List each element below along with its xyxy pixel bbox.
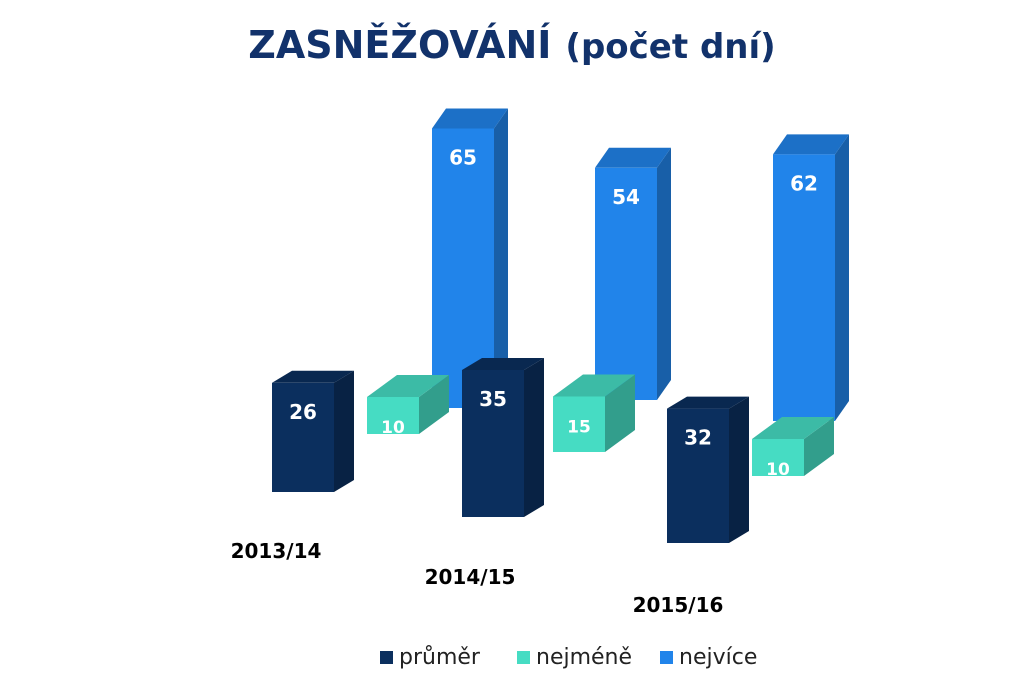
bars-group: 65 54 62 10 15 10 26 35 32 (272, 108, 849, 543)
legend-label: nejvíce (679, 645, 757, 670)
bar-nejvíce-2014/15: 54 (595, 147, 671, 400)
bar-nejméně-2013/14: 10 (367, 375, 449, 438)
bar-top (667, 396, 749, 409)
bar-top (752, 417, 834, 439)
data-label: 10 (381, 418, 405, 438)
bar-front (367, 397, 419, 434)
data-label: 15 (567, 418, 591, 438)
category-labels: 2013/14 2014/15 2015/16 (231, 539, 724, 617)
legend-item-nejméně: nejméně (517, 645, 632, 670)
chart-subtitle: (počet dní) (565, 27, 775, 67)
bar-front (272, 382, 334, 492)
legend-label: průměr (399, 645, 481, 670)
bar-průměr-2013/14: 26 (272, 370, 354, 492)
bar-front (667, 408, 729, 543)
bar-top (432, 108, 508, 129)
data-label: 26 (289, 400, 317, 424)
bar-front (553, 396, 605, 452)
bar-side (524, 358, 544, 517)
bar-top (462, 358, 544, 370)
data-label: 54 (612, 185, 640, 209)
bar-top (272, 370, 354, 383)
legend-item-nejvíce: nejvíce (660, 645, 757, 670)
bar-nejméně-2014/15: 15 (553, 374, 635, 452)
bar-top (553, 374, 635, 397)
bar-průměr-2015/16: 32 (667, 396, 749, 543)
bar-top (595, 147, 671, 168)
bar-front (595, 167, 657, 400)
bar-front (462, 370, 524, 517)
bar-front (752, 439, 804, 476)
legend: průměr nejméně nejvíce (380, 645, 757, 670)
bar-nejméně-2015/16: 10 (752, 417, 834, 480)
legend-item-průměr: průměr (380, 645, 481, 670)
bar-side (334, 370, 354, 492)
chart-title: ZASNĚŽOVÁNÍ (počet dní) (248, 23, 775, 67)
data-label: 35 (479, 387, 507, 411)
category-label: 2014/15 (425, 565, 516, 589)
bar-top (367, 375, 449, 397)
category-label: 2015/16 (633, 593, 724, 617)
bar-side (494, 108, 508, 408)
legend-swatch (380, 651, 393, 664)
bar-side (419, 375, 449, 434)
chart-title-main: ZASNĚŽOVÁNÍ (248, 23, 551, 67)
bar-side (729, 396, 749, 543)
bar-side (835, 134, 849, 421)
bar-side (605, 374, 635, 452)
legend-swatch (660, 651, 673, 664)
bar-top (773, 134, 849, 155)
category-label: 2013/14 (231, 539, 322, 563)
legend-swatch (517, 651, 530, 664)
bar-nejvíce-2015/16: 62 (773, 134, 849, 421)
bar-side (804, 417, 834, 476)
bar-front (773, 154, 835, 421)
legend-label: nejméně (536, 645, 632, 670)
bar-side (657, 147, 671, 400)
data-label: 62 (790, 171, 818, 195)
data-label: 10 (766, 460, 790, 480)
bar-průměr-2014/15: 35 (462, 358, 544, 517)
data-label: 32 (684, 426, 712, 450)
data-label: 65 (449, 146, 477, 170)
